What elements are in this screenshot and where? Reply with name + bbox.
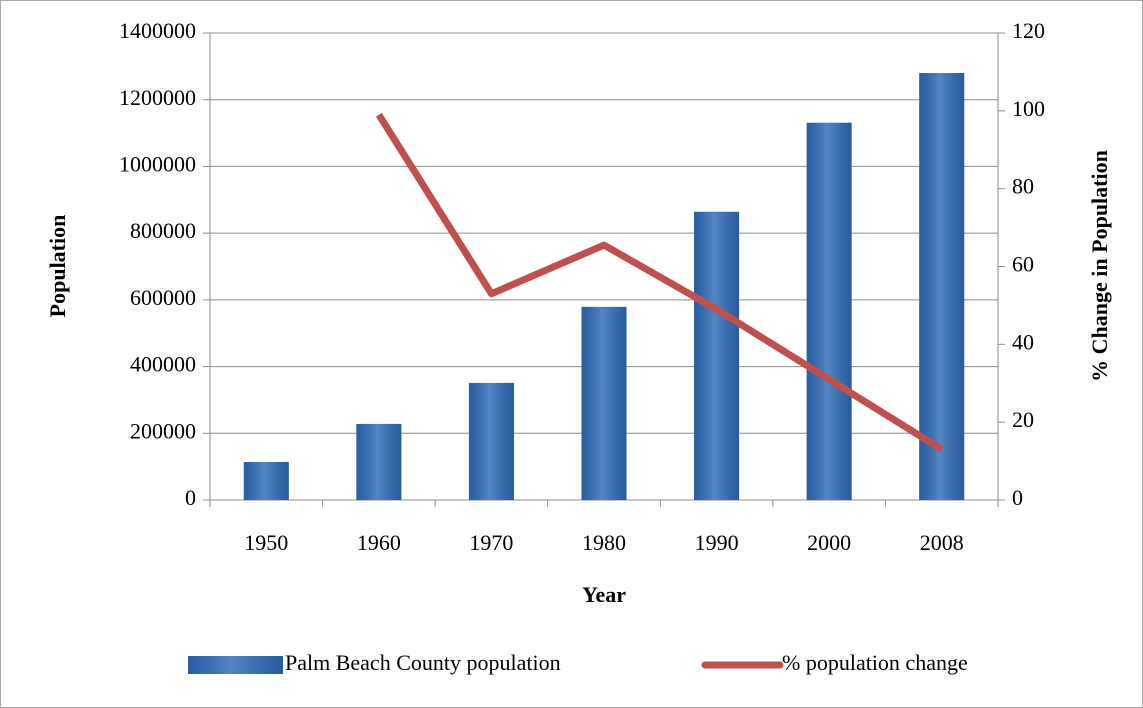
y-tick-label: 400000	[130, 352, 196, 377]
y-tick-label: 1000000	[119, 151, 196, 176]
x-tick-label: 2000	[807, 530, 851, 555]
y2-tick-label: 60	[1012, 252, 1034, 277]
y2-tick-label: 80	[1012, 174, 1034, 199]
y2-tick-label: 40	[1012, 329, 1034, 354]
legend-label: % population change	[782, 650, 968, 675]
y2-tick-label: 120	[1012, 18, 1045, 43]
bar-sheen	[356, 423, 402, 500]
y-axis-label: Population	[45, 215, 70, 318]
y-tick-label: 800000	[130, 218, 196, 243]
y-tick-label: 600000	[130, 285, 196, 310]
y-tick-label: 1200000	[119, 85, 196, 110]
bar-sheen	[243, 461, 289, 500]
x-tick-label: 1990	[695, 530, 739, 555]
bar-sheen	[468, 382, 514, 500]
line	[375, 112, 944, 453]
legend-label: Palm Beach County population	[285, 650, 561, 675]
y2-tick-label: 0	[1012, 485, 1023, 510]
y2-tick-label: 100	[1012, 96, 1045, 121]
bar-sheen	[581, 306, 627, 500]
bar-sheen	[694, 211, 740, 500]
x-tick-label: 2008	[920, 530, 964, 555]
bar-sheen	[806, 122, 852, 500]
y2-axis-label: % Change in Population	[1087, 150, 1112, 382]
x-axis-label: Year	[582, 582, 626, 607]
x-tick-label: 1970	[469, 530, 513, 555]
bar-sheen	[919, 73, 965, 501]
y-tick-label: 0	[185, 485, 196, 510]
y2-tick-label: 20	[1012, 407, 1034, 432]
y-tick-label: 200000	[130, 418, 196, 443]
legend-swatch-sheen	[188, 656, 283, 674]
x-tick-label: 1950	[244, 530, 288, 555]
x-tick-label: 1960	[357, 530, 401, 555]
x-tick-label: 1980	[582, 530, 626, 555]
y-tick-label: 1400000	[119, 18, 196, 43]
